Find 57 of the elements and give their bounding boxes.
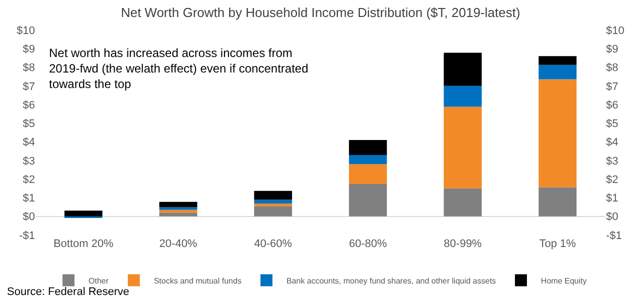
y2-tick-label: $7 — [606, 80, 618, 93]
bar — [348, 155, 387, 164]
chart-title: Net Worth Growth by Household Income Distribution ($T, 2019-latest) — [120, 4, 520, 20]
bar — [538, 56, 577, 65]
legend-label: Bank accounts, money fund shares, and other liquid assets — [286, 276, 496, 286]
x-tick-label: 20-40% — [159, 238, 198, 250]
y2-tick-label: $8 — [606, 62, 618, 74]
legend-label: Stocks and mutual funds — [154, 276, 242, 286]
y-tick-label: $7 — [22, 80, 35, 93]
y-tick-label: $3 — [22, 155, 35, 168]
bar — [444, 106, 482, 188]
y2-tick-label: $0 — [606, 211, 618, 224]
bar — [254, 190, 292, 200]
bar — [254, 206, 292, 216]
y2-tick-label: $2 — [606, 174, 618, 186]
bar — [538, 187, 577, 216]
y-tick-label: $2 — [22, 174, 35, 186]
bar — [348, 184, 387, 216]
y-tick-label: $4 — [22, 136, 35, 149]
bar — [348, 164, 387, 184]
bar — [254, 200, 292, 204]
x-tick-label: 60-80% — [348, 238, 388, 250]
bar — [159, 207, 198, 210]
y-tick-label: $6 — [22, 99, 35, 112]
x-tick-label: Top 1% — [539, 238, 576, 250]
bar — [159, 212, 198, 216]
y-tick-label: $8 — [22, 62, 35, 74]
y-tick-label: $5 — [22, 118, 35, 130]
bar — [254, 204, 292, 206]
y-tick-label: $10 — [16, 24, 35, 37]
bar — [444, 52, 482, 86]
y2-tick-label: $10 — [606, 24, 624, 37]
y2-tick-label: -$1 — [606, 230, 622, 242]
bar — [444, 188, 482, 216]
y2-tick-label: $6 — [606, 99, 618, 112]
y-tick-label: $9 — [22, 43, 35, 56]
bar — [538, 79, 577, 188]
y2-tick-label: $4 — [606, 136, 618, 149]
source-note: Source: Federal Reserve — [7, 286, 130, 298]
bar — [159, 202, 198, 208]
y2-tick-label: $5 — [606, 118, 618, 130]
bar — [444, 86, 482, 107]
y-tick-label: $0 — [22, 211, 35, 224]
y-tick-label: $1 — [22, 192, 35, 205]
y2-tick-label: $1 — [606, 192, 618, 205]
legend-label: Home Equity — [540, 276, 587, 286]
annotation: Net worth has increased across incomes from 2019-fwd (the welath effect) even if concentrated towards the top — [49, 46, 308, 92]
bar — [538, 64, 577, 80]
x-tick-label: Bottom 20% — [53, 238, 114, 250]
y-tick-label: -$1 — [19, 230, 35, 242]
y2-tick-label: $3 — [606, 155, 618, 168]
legend-label: Other — [88, 276, 109, 286]
x-tick-label: 80-99% — [444, 238, 482, 250]
bar — [348, 140, 387, 156]
y2-tick-label: $9 — [606, 43, 618, 56]
x-tick-label: 40-60% — [254, 238, 292, 250]
bar — [64, 210, 102, 216]
